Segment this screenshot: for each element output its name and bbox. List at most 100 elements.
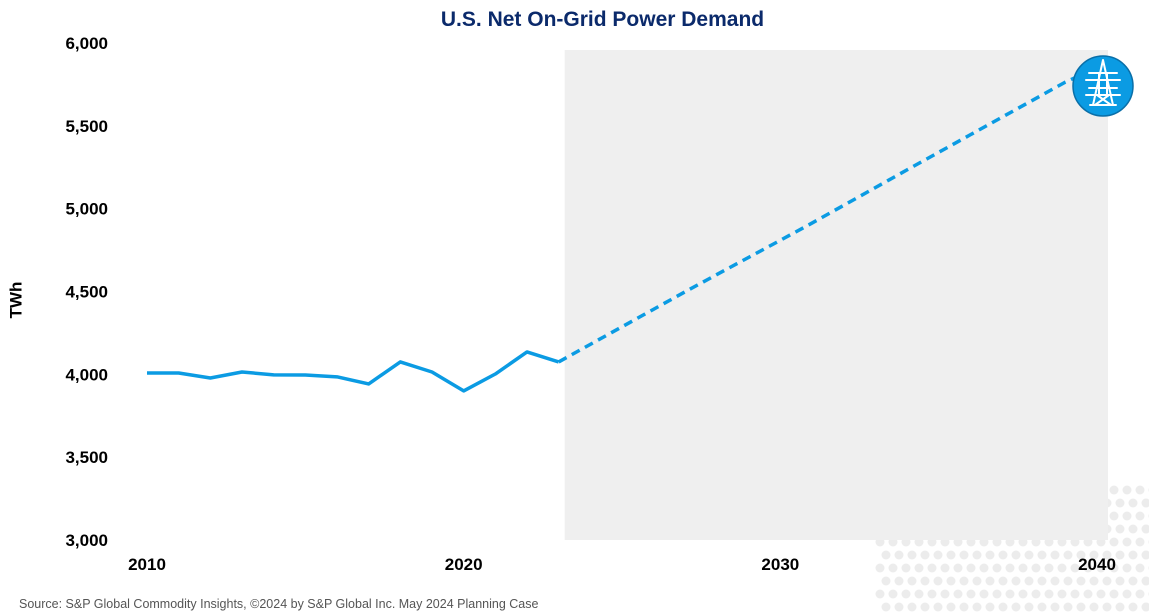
decorative-dot	[953, 589, 963, 599]
forecast-shading	[564, 50, 1108, 540]
x-tick-label: 2030	[761, 555, 799, 574]
decorative-dot	[875, 589, 885, 599]
decorative-dot	[1018, 563, 1028, 573]
decorative-dot	[1141, 524, 1149, 534]
decorative-dot	[894, 550, 904, 560]
decorative-dot	[1135, 563, 1145, 573]
decorative-dot	[927, 563, 937, 573]
decorative-dot	[1102, 550, 1112, 560]
decorative-dot	[1024, 550, 1034, 560]
decorative-dot	[875, 563, 885, 573]
decorative-dot	[1011, 550, 1021, 560]
decorative-dot	[1128, 524, 1138, 534]
decorative-dot	[1128, 576, 1138, 586]
decorative-dot	[1076, 576, 1086, 586]
x-tick-label: 2010	[128, 555, 166, 574]
decorative-dot	[985, 602, 995, 612]
decorative-dot	[1044, 563, 1054, 573]
decorative-dot	[907, 602, 917, 612]
decorative-dot	[1109, 563, 1119, 573]
decorative-dot	[1096, 563, 1106, 573]
decorative-dot	[1063, 602, 1073, 612]
decorative-dot	[940, 589, 950, 599]
decorative-dot	[946, 550, 956, 560]
decorative-dot	[1076, 602, 1086, 612]
decorative-dot	[1141, 498, 1149, 508]
decorative-dot	[1122, 537, 1132, 547]
decorative-dot	[946, 602, 956, 612]
source-note: Source: S&P Global Commodity Insights, ©…	[19, 597, 539, 611]
decorative-dot	[953, 563, 963, 573]
decorative-dot	[1089, 602, 1099, 612]
decorative-dot	[1011, 576, 1021, 586]
decorative-dot	[881, 602, 891, 612]
decorative-dot	[1070, 563, 1080, 573]
decorative-dot	[1044, 589, 1054, 599]
decorative-dot	[901, 589, 911, 599]
decorative-dot	[907, 550, 917, 560]
decorative-dot	[920, 602, 930, 612]
y-tick-label: 4,500	[65, 283, 108, 302]
decorative-dot	[920, 576, 930, 586]
decorative-dot	[1050, 602, 1060, 612]
decorative-dot	[1135, 537, 1145, 547]
decorative-dot	[1031, 589, 1041, 599]
decorative-dot	[1057, 563, 1067, 573]
decorative-dot	[972, 602, 982, 612]
decorative-dot	[1005, 589, 1015, 599]
decorative-dot	[1122, 589, 1132, 599]
decorative-dot	[901, 563, 911, 573]
decorative-dot	[907, 576, 917, 586]
decorative-dot	[933, 576, 943, 586]
decorative-dot	[1115, 602, 1125, 612]
decorative-dot	[972, 576, 982, 586]
decorative-dot	[1011, 602, 1021, 612]
decorative-dot	[1128, 498, 1138, 508]
decorative-dot	[1089, 550, 1099, 560]
decorative-dot	[985, 550, 995, 560]
decorative-dot	[933, 550, 943, 560]
decorative-dot	[914, 589, 924, 599]
x-tick-label: 2040	[1078, 555, 1116, 574]
decorative-dot	[998, 550, 1008, 560]
decorative-dot	[881, 576, 891, 586]
decorative-dot	[933, 602, 943, 612]
decorative-dot	[1083, 563, 1093, 573]
forecast-line	[557, 66, 1098, 364]
decorative-dot	[888, 563, 898, 573]
decorative-dot	[914, 563, 924, 573]
decorative-dot	[1115, 550, 1125, 560]
decorative-dot	[888, 589, 898, 599]
decorative-dot	[1050, 576, 1060, 586]
decorative-dot	[959, 576, 969, 586]
decorative-dot	[979, 563, 989, 573]
decorative-dot	[1037, 576, 1047, 586]
decorative-dot	[1135, 485, 1145, 495]
decorative-dot	[1122, 485, 1132, 495]
decorative-dot	[1076, 550, 1086, 560]
decorative-dot	[972, 550, 982, 560]
y-axis-label: TWh	[6, 281, 26, 319]
y-tick-label: 6,000	[65, 34, 108, 53]
decorative-dot	[979, 589, 989, 599]
decorative-dot	[985, 576, 995, 586]
transmission-tower-icon	[1072, 55, 1134, 117]
decorative-dot	[1141, 602, 1149, 612]
decorative-dot	[1115, 524, 1125, 534]
decorative-dot	[959, 602, 969, 612]
decorative-dot	[1109, 589, 1119, 599]
decorative-dot	[927, 589, 937, 599]
decorative-dot	[940, 563, 950, 573]
y-tick-label: 5,500	[65, 117, 108, 136]
decorative-dot	[1128, 550, 1138, 560]
decorative-dot	[1141, 550, 1149, 560]
y-tick-label: 5,000	[65, 200, 108, 219]
decorative-dot	[1057, 589, 1067, 599]
decorative-dot	[946, 576, 956, 586]
decorative-dot	[1018, 589, 1028, 599]
decorative-dot	[966, 589, 976, 599]
decorative-dot	[1031, 563, 1041, 573]
decorative-dot	[1135, 589, 1145, 599]
decorative-dot	[1096, 589, 1106, 599]
